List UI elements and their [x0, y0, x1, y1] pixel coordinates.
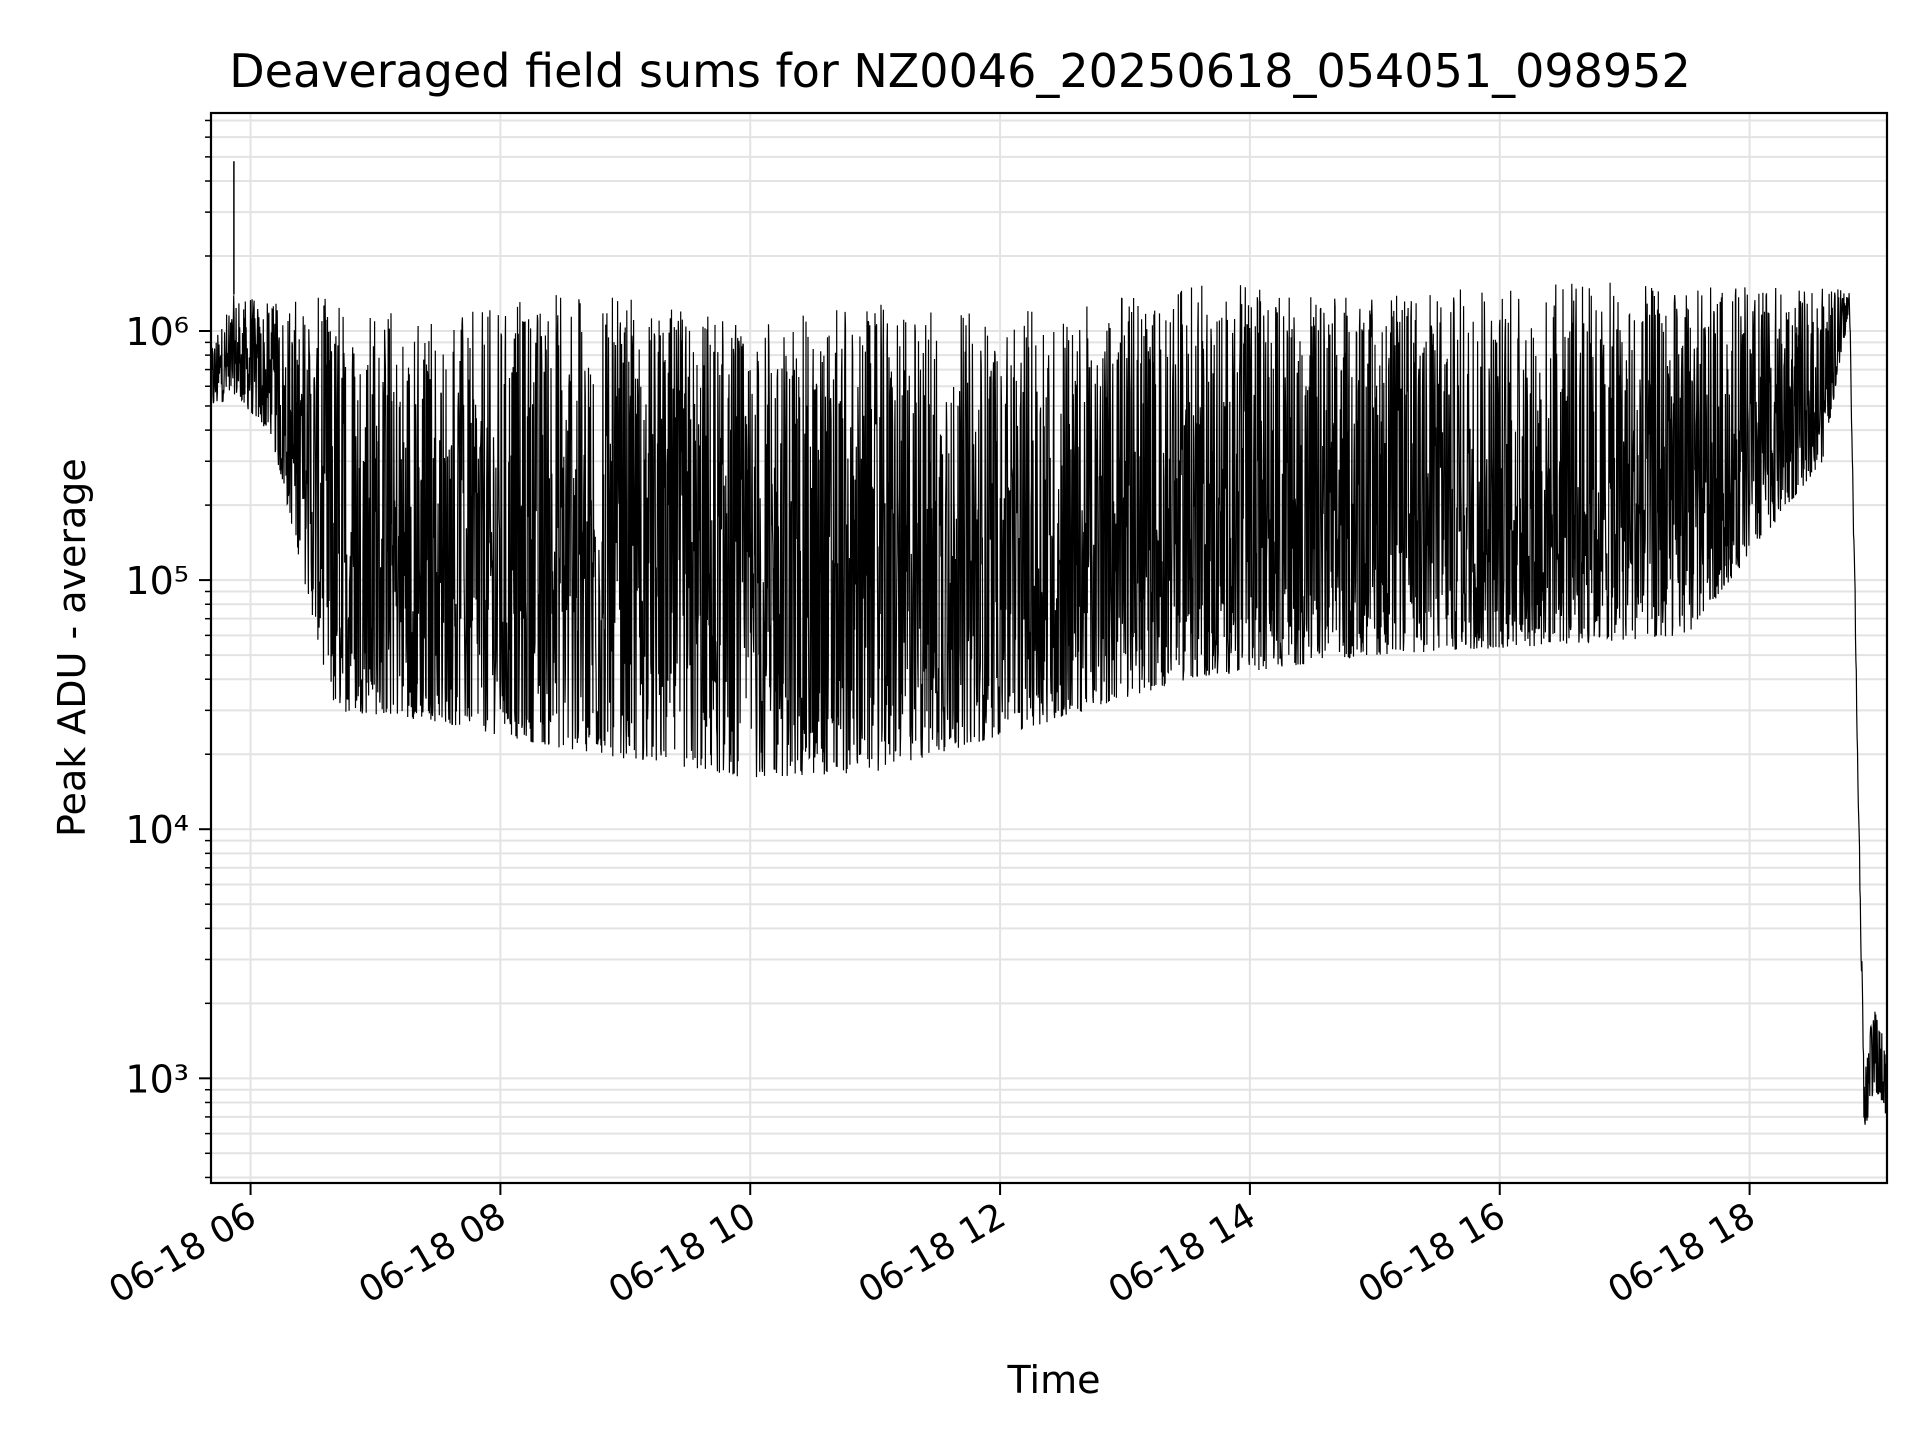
- plot-frame: [209, 111, 1889, 1185]
- y-axis-label: Peak ADU - average: [50, 458, 94, 838]
- data-series: [210, 161, 1888, 1125]
- y-tick-label: 10⁴: [125, 808, 189, 852]
- series-line: [210, 282, 1888, 1125]
- x-tick-label: 06-18 16: [1352, 1195, 1513, 1311]
- y-axis-ticks: 10³ 10⁴ 10⁵ 10⁶: [125, 119, 211, 1179]
- x-tick-label: 06-18 18: [1601, 1195, 1762, 1311]
- x-tick-label: 06-18 06: [102, 1195, 263, 1311]
- x-tick-label: 06-18 12: [852, 1195, 1013, 1311]
- x-tick-label: 06-18 14: [1102, 1195, 1263, 1311]
- grid-lines: [211, 113, 1887, 1183]
- y-tick-label: 10³: [125, 1057, 189, 1101]
- y-tick-label: 10⁶: [125, 310, 189, 354]
- x-tick-label: 06-18 08: [352, 1195, 513, 1311]
- x-axis-ticks: 06-18 06 06-18 08 06-18 10 06-18 12 06-18 14…: [102, 1183, 1762, 1312]
- x-tick-label: 06-18 10: [602, 1195, 763, 1311]
- chart-title: Deaveraged field sums for NZ0046_2025061…: [229, 44, 1691, 98]
- plot-border: [209, 111, 1889, 1185]
- y-tick-label: 10⁵: [125, 559, 189, 603]
- x-axis-label: Time: [1007, 1358, 1101, 1402]
